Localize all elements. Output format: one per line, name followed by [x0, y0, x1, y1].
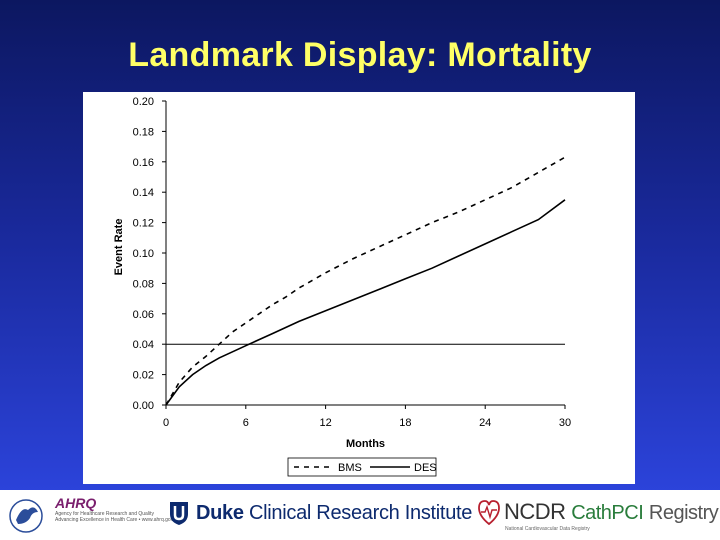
ahrq-tagline: Agency for Healthcare Research and Quali…	[55, 511, 154, 517]
heartbeat-icon	[478, 500, 500, 526]
ncdr-logo: NCDR CathPCI Registry	[478, 498, 719, 526]
y-tick-label: 0.06	[133, 309, 154, 321]
y-tick-label: 0.12	[133, 218, 154, 230]
legend-label: DES	[414, 462, 437, 474]
mortality-chart: 0.20 0.18 0.16 0.14 0.12 0.10 0.08 0.06 0.04 0.02…	[113, 96, 571, 477]
chart-panel: 0.20 0.18 0.16 0.14 0.12 0.10 0.08 0.06 0.04 0.02…	[83, 92, 635, 484]
ncdr-wordmark: NCDR CathPCI Registry	[504, 499, 719, 525]
y-tick-label: 0.14	[133, 187, 154, 199]
ncdr-name: NCDR	[504, 499, 566, 524]
y-axis-title: Event Rate	[113, 219, 125, 276]
y-tick-label: 0.20	[133, 96, 154, 108]
slide-title: Landmark Display: Mortality	[128, 36, 592, 74]
y-tick-label: 0.00	[133, 400, 154, 412]
legend-box	[287, 457, 437, 477]
duke-logo: Duke Clinical Research Institute	[168, 500, 472, 526]
x-tick-label: 6	[243, 417, 249, 429]
series-line-bms	[165, 156, 566, 406]
ahrq-logo: AHRQ Agency for Healthcare Research and …	[55, 495, 173, 524]
y-tick-label: 0.04	[133, 339, 154, 351]
y-tick-label: 0.16	[133, 157, 154, 169]
y-tick-label: 0.08	[133, 278, 154, 290]
series-line-des	[165, 199, 566, 406]
ahrq-name: AHRQ	[55, 495, 97, 511]
hhs-eagle-icon	[9, 499, 43, 533]
duke-wordmark: Duke Clinical Research Institute	[196, 502, 472, 525]
x-tick-label: 24	[479, 417, 491, 429]
y-tick-label: 0.10	[133, 248, 154, 260]
x-tick-label: 18	[399, 417, 411, 429]
y-tick-label: 0.18	[133, 126, 154, 138]
ncdr-fine-print: National Cardiovascular Data Registry	[505, 526, 590, 532]
ahrq-subtag: Advancing Excellence in Health Care • ww…	[55, 517, 174, 523]
x-axis-title: Months	[346, 438, 385, 450]
ncdr-cath: CathPCI	[571, 502, 644, 524]
duke-bold: Duke	[196, 501, 244, 524]
duke-rest: Clinical Research Institute	[248, 501, 473, 524]
x-tick-label: 30	[559, 417, 571, 429]
legend-label: BMS	[338, 462, 362, 474]
footer-logo-bar: AHRQ Agency for Healthcare Research and …	[0, 490, 720, 540]
x-tick-label: 0	[163, 417, 169, 429]
hhs-logo	[6, 498, 46, 534]
duke-shield-icon	[170, 502, 188, 525]
ncdr-registry: Registry	[648, 502, 719, 524]
x-tick-label: 12	[319, 417, 331, 429]
y-tick-label: 0.02	[133, 370, 154, 382]
